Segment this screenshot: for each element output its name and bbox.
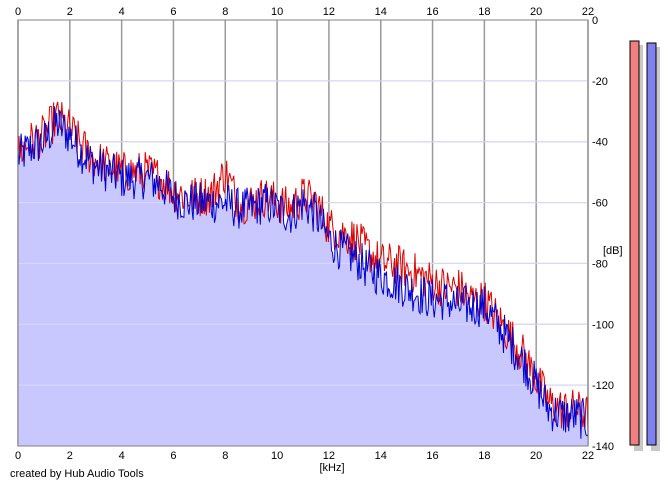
spectrum-fill-area (18, 19, 588, 447)
x-tick-labels-bottom: 0 2 4 6 8 10 12 14 16 18 20 22 (15, 450, 594, 462)
x-tick-label-bottom: 6 (170, 450, 176, 462)
x-tick-label-top: 12 (323, 6, 335, 18)
x-tick-label-bottom: 2 (67, 450, 73, 462)
x-tick-label-bottom: 18 (478, 450, 490, 462)
x-axis-label: [kHz] (319, 462, 344, 474)
x-tick-label-top: 0 (15, 6, 21, 18)
y-tick-label: -80 (592, 258, 608, 270)
level-meters (629, 40, 660, 451)
y-tick-label: -60 (592, 198, 608, 210)
x-tick-label-top: 4 (119, 6, 125, 18)
x-tick-label-bottom: 16 (426, 450, 438, 462)
x-tick-label-top: 20 (530, 6, 542, 18)
y-tick-label: -100 (592, 319, 614, 331)
x-tick-label-bottom: 20 (530, 450, 542, 462)
y-tick-label: -20 (592, 76, 608, 88)
x-tick-label-top: 10 (271, 6, 283, 18)
x-tick-label-top: 16 (426, 6, 438, 18)
x-tick-label-top: 18 (478, 6, 490, 18)
x-tick-label-top: 2 (67, 6, 73, 18)
y-tick-label: -140 (592, 441, 614, 453)
right-level-meter (646, 42, 657, 446)
red-channel-line (17, 101, 589, 434)
x-tick-label-bottom: 22 (582, 450, 594, 462)
y-tick-label: -120 (592, 380, 614, 392)
x-tick-label-top: 14 (375, 6, 387, 18)
y-axis-label: [dB] (603, 245, 623, 257)
x-tick-label-bottom: 12 (323, 450, 335, 462)
y-tick-label: 0 (592, 15, 598, 27)
x-tick-label-top: 22 (582, 6, 594, 18)
x-tick-label-bottom: 10 (271, 450, 283, 462)
left-level-meter (629, 40, 640, 446)
blue-channel-line (17, 106, 589, 439)
spectrum-series-group (17, 101, 589, 439)
y-tick-labels: 0 -20 -40 -60 -80 -100 -120 -140 (592, 15, 614, 453)
x-tick-label-bottom: 14 (375, 450, 387, 462)
x-tick-label-bottom: 8 (222, 450, 228, 462)
spectrum-fill (18, 106, 588, 447)
plot-frame (17, 19, 589, 447)
x-tick-label-bottom: 4 (119, 450, 125, 462)
x-tick-label-top: 6 (170, 6, 176, 18)
x-tick-label-top: 8 (222, 6, 228, 18)
x-tick-label-bottom: 0 (15, 450, 21, 462)
x-tick-labels-top: 0 2 4 6 8 10 12 14 16 18 20 22 (15, 6, 594, 18)
y-tick-label: -40 (592, 137, 608, 149)
credit-text: created by Hub Audio Tools (10, 468, 144, 480)
